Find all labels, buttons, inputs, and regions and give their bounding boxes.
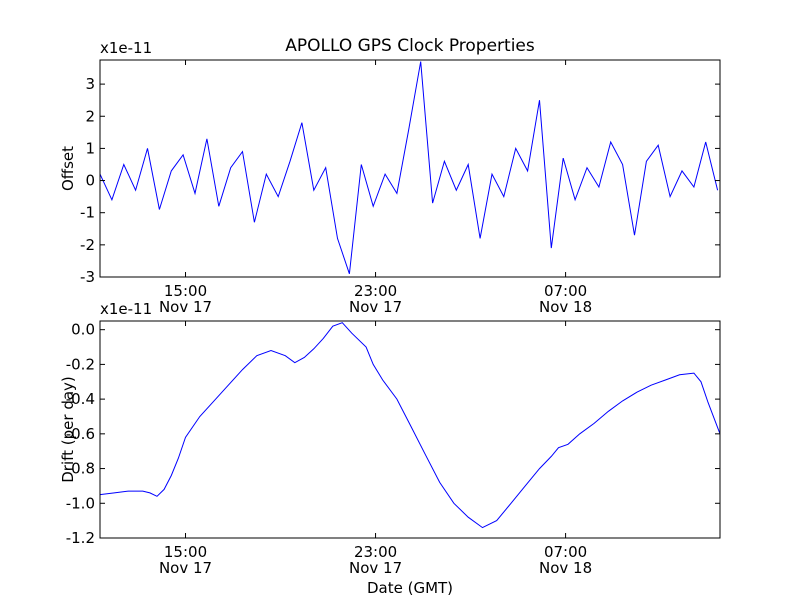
drift-scale-label: x1e-11 <box>100 300 152 318</box>
drift-y-axis-label: Drift (per day) <box>59 376 77 483</box>
drift-ytick-label: -0.6 <box>66 425 95 443</box>
offset-xtick-time-label: 23:00 <box>354 282 397 300</box>
drift-ytick-label: -1.2 <box>66 529 95 547</box>
offset-ytick-label: 2 <box>85 107 95 125</box>
offset-ytick-label: -3 <box>80 268 95 286</box>
drift-xtick-time-label: 07:00 <box>544 543 587 561</box>
drift-axes-frame <box>99 320 721 539</box>
x-axis-label: Date (GMT) <box>367 579 453 597</box>
offset-series-line <box>99 61 719 274</box>
offset-ytick-label: 3 <box>85 75 95 93</box>
drift-ytick-label: 0.0 <box>71 321 95 339</box>
offset-xtick-time-label: 15:00 <box>164 282 207 300</box>
drift-ytick-label: -0.4 <box>66 390 95 408</box>
offset-ytick-label: 0 <box>85 172 95 190</box>
offset-xtick-date-label: Nov 17 <box>159 298 212 316</box>
offset-y-axis-label: Offset <box>59 146 77 191</box>
figure-title: APOLLO GPS Clock Properties <box>285 36 535 56</box>
offset-ytick-label: 1 <box>85 139 95 157</box>
drift-series-line <box>99 322 721 529</box>
drift-xtick-date-label: Nov 17 <box>159 559 212 577</box>
drift-xtick-date-label: Nov 18 <box>539 559 592 577</box>
drift-ytick-label: -0.8 <box>66 460 95 478</box>
drift-xtick-time-label: 23:00 <box>354 543 397 561</box>
offset-ytick-label: -2 <box>80 236 95 254</box>
offset-axes-frame <box>99 59 721 278</box>
drift-xtick-time-label: 15:00 <box>164 543 207 561</box>
drift-xtick-date-label: Nov 17 <box>349 559 402 577</box>
offset-xtick-time-label: 07:00 <box>544 282 587 300</box>
offset-scale-label: x1e-11 <box>100 39 152 57</box>
offset-xtick-date-label: Nov 17 <box>349 298 402 316</box>
offset-xtick-date-label: Nov 18 <box>539 298 592 316</box>
drift-ytick-label: -1.0 <box>66 494 95 512</box>
drift-ytick-label: -0.2 <box>66 355 95 373</box>
offset-ytick-label: -1 <box>80 204 95 222</box>
